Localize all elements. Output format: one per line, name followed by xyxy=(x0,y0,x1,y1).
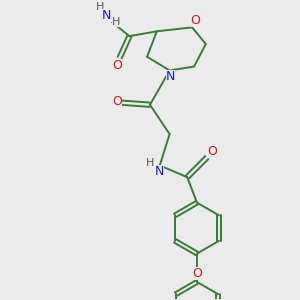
Text: O: O xyxy=(192,267,202,280)
Text: O: O xyxy=(190,14,200,27)
Text: O: O xyxy=(113,59,123,72)
Text: N: N xyxy=(166,70,175,83)
Text: O: O xyxy=(112,95,122,108)
Text: H: H xyxy=(112,17,120,28)
Text: N: N xyxy=(155,165,164,178)
Text: H: H xyxy=(146,158,154,169)
Text: N: N xyxy=(102,9,112,22)
Text: H: H xyxy=(96,2,104,12)
Text: O: O xyxy=(208,145,218,158)
